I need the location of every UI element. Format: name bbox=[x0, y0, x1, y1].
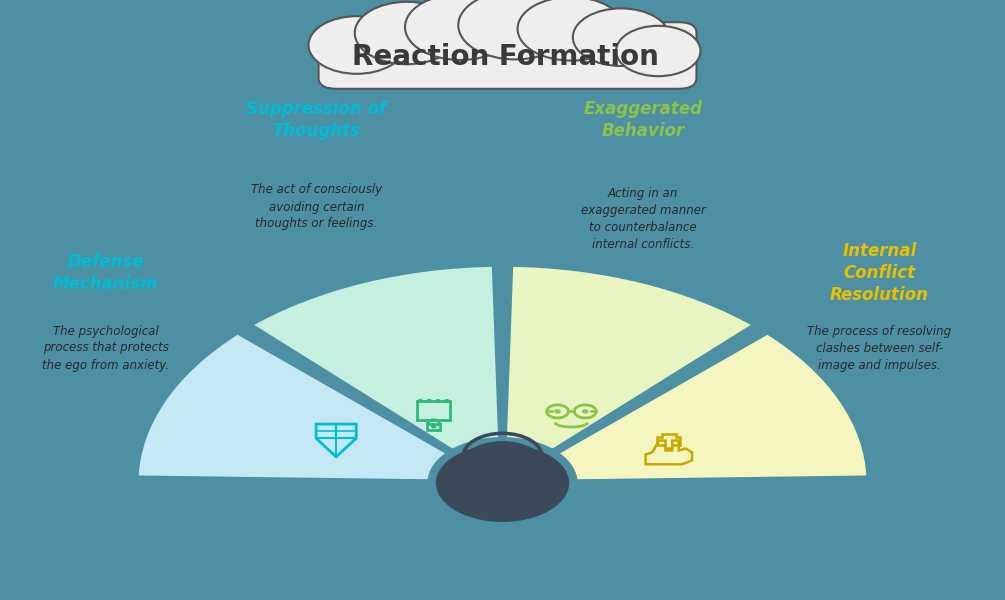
Circle shape bbox=[518, 0, 624, 61]
Circle shape bbox=[431, 425, 435, 428]
Text: The psychological
process that protects
the ego from anxiety.: The psychological process that protects … bbox=[42, 325, 169, 371]
Text: The process of resolving
clashes between self-
image and impulses.: The process of resolving clashes between… bbox=[807, 325, 952, 371]
Circle shape bbox=[458, 0, 573, 59]
Circle shape bbox=[427, 400, 431, 402]
Circle shape bbox=[405, 0, 516, 60]
Wedge shape bbox=[505, 264, 756, 452]
Circle shape bbox=[434, 442, 571, 524]
Wedge shape bbox=[439, 445, 566, 483]
Circle shape bbox=[418, 400, 422, 402]
Text: Suppression of
Thoughts: Suppression of Thoughts bbox=[246, 100, 387, 140]
Circle shape bbox=[573, 8, 669, 66]
Text: Reaction Formation: Reaction Formation bbox=[352, 43, 659, 71]
Wedge shape bbox=[249, 264, 500, 452]
Circle shape bbox=[355, 2, 459, 64]
Circle shape bbox=[436, 400, 440, 402]
FancyBboxPatch shape bbox=[319, 22, 696, 89]
Circle shape bbox=[309, 16, 405, 74]
Wedge shape bbox=[136, 332, 450, 482]
Text: The act of consciously
avoiding certain
thoughts or feelings.: The act of consciously avoiding certain … bbox=[251, 184, 382, 230]
Circle shape bbox=[583, 410, 588, 413]
Text: Acting in an
exaggerated manner
to counterbalance
internal conflicts.: Acting in an exaggerated manner to count… bbox=[581, 187, 706, 251]
Circle shape bbox=[616, 26, 700, 76]
Circle shape bbox=[555, 410, 560, 413]
Wedge shape bbox=[555, 332, 869, 482]
Circle shape bbox=[445, 400, 449, 402]
Text: Internal
Conflict
Resolution: Internal Conflict Resolution bbox=[830, 242, 929, 304]
Text: Exaggerated
Behavior: Exaggerated Behavior bbox=[584, 100, 702, 140]
Text: Defense
Mechanism: Defense Mechanism bbox=[52, 253, 159, 293]
